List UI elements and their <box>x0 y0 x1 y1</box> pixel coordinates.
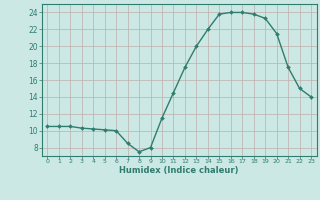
X-axis label: Humidex (Indice chaleur): Humidex (Indice chaleur) <box>119 166 239 175</box>
